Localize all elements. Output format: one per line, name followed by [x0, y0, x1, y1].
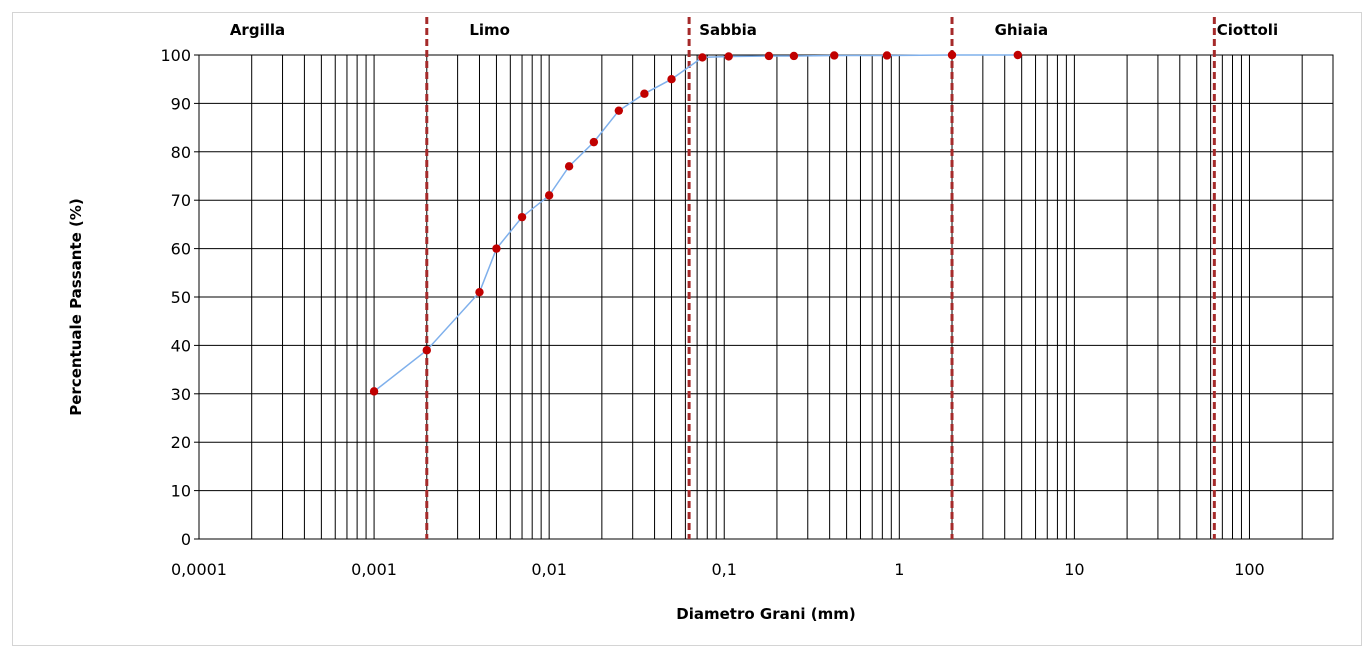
y-tick-label: 10 [171, 482, 191, 501]
gradation-curve [373, 54, 1018, 392]
data-point [667, 75, 676, 84]
data-point [947, 50, 957, 60]
data-point [640, 89, 649, 98]
data-point [492, 244, 501, 253]
data-point [830, 51, 839, 60]
data-point [544, 191, 554, 200]
y-tick-label: 90 [171, 94, 191, 113]
zone-label: Argilla [230, 21, 285, 39]
y-tick-label: 40 [171, 336, 191, 355]
data-point [882, 51, 892, 60]
zone-label: Ciottoli [1217, 21, 1278, 39]
x-tick-label: 0,001 [351, 560, 397, 579]
data-point [1013, 50, 1022, 60]
data-point [764, 51, 774, 61]
x-axis-label: Diametro Grani (mm) [676, 605, 855, 623]
data-point [724, 52, 733, 61]
y-tick-label: 60 [171, 240, 191, 259]
data-point [698, 53, 707, 62]
chart-frame: 0 10 20 30 40 50 60 70 80 90 100 0,0001 0,001 0,01 0,1… [12, 12, 1362, 646]
x-tick-label: 0,1 [712, 560, 737, 579]
data-point [422, 346, 431, 355]
data-point [517, 212, 527, 222]
y-tick-label: 20 [171, 433, 191, 452]
x-tick-label: 0,0001 [171, 560, 227, 579]
data-point [369, 387, 379, 396]
data-point [475, 287, 484, 297]
y-tick-label: 100 [160, 46, 191, 65]
data-point [589, 137, 599, 147]
x-tick-label: 10 [1064, 560, 1084, 579]
y-tick-label: 50 [171, 288, 191, 307]
y-axis-label: Percentuale Passante (%) [67, 198, 85, 416]
grain-size-chart: 0 10 20 30 40 50 60 70 80 90 100 0,0001 0,001 0,01 0,1… [67, 17, 1334, 623]
x-tick-label: 100 [1234, 560, 1265, 579]
x-tick-label: 0,01 [531, 560, 567, 579]
zone-label: Limo [469, 21, 510, 39]
x-tick-label: 1 [894, 560, 904, 579]
data-point [789, 51, 799, 61]
data-point [614, 106, 624, 115]
zone-label: Ghiaia [995, 21, 1049, 39]
y-tick-label: 70 [171, 191, 191, 210]
zone-label: Sabbia [699, 21, 757, 39]
data-point [564, 162, 574, 171]
y-tick-label: 80 [171, 143, 191, 162]
y-tick-label: 0 [181, 530, 191, 549]
y-tick-label: 30 [171, 385, 191, 404]
